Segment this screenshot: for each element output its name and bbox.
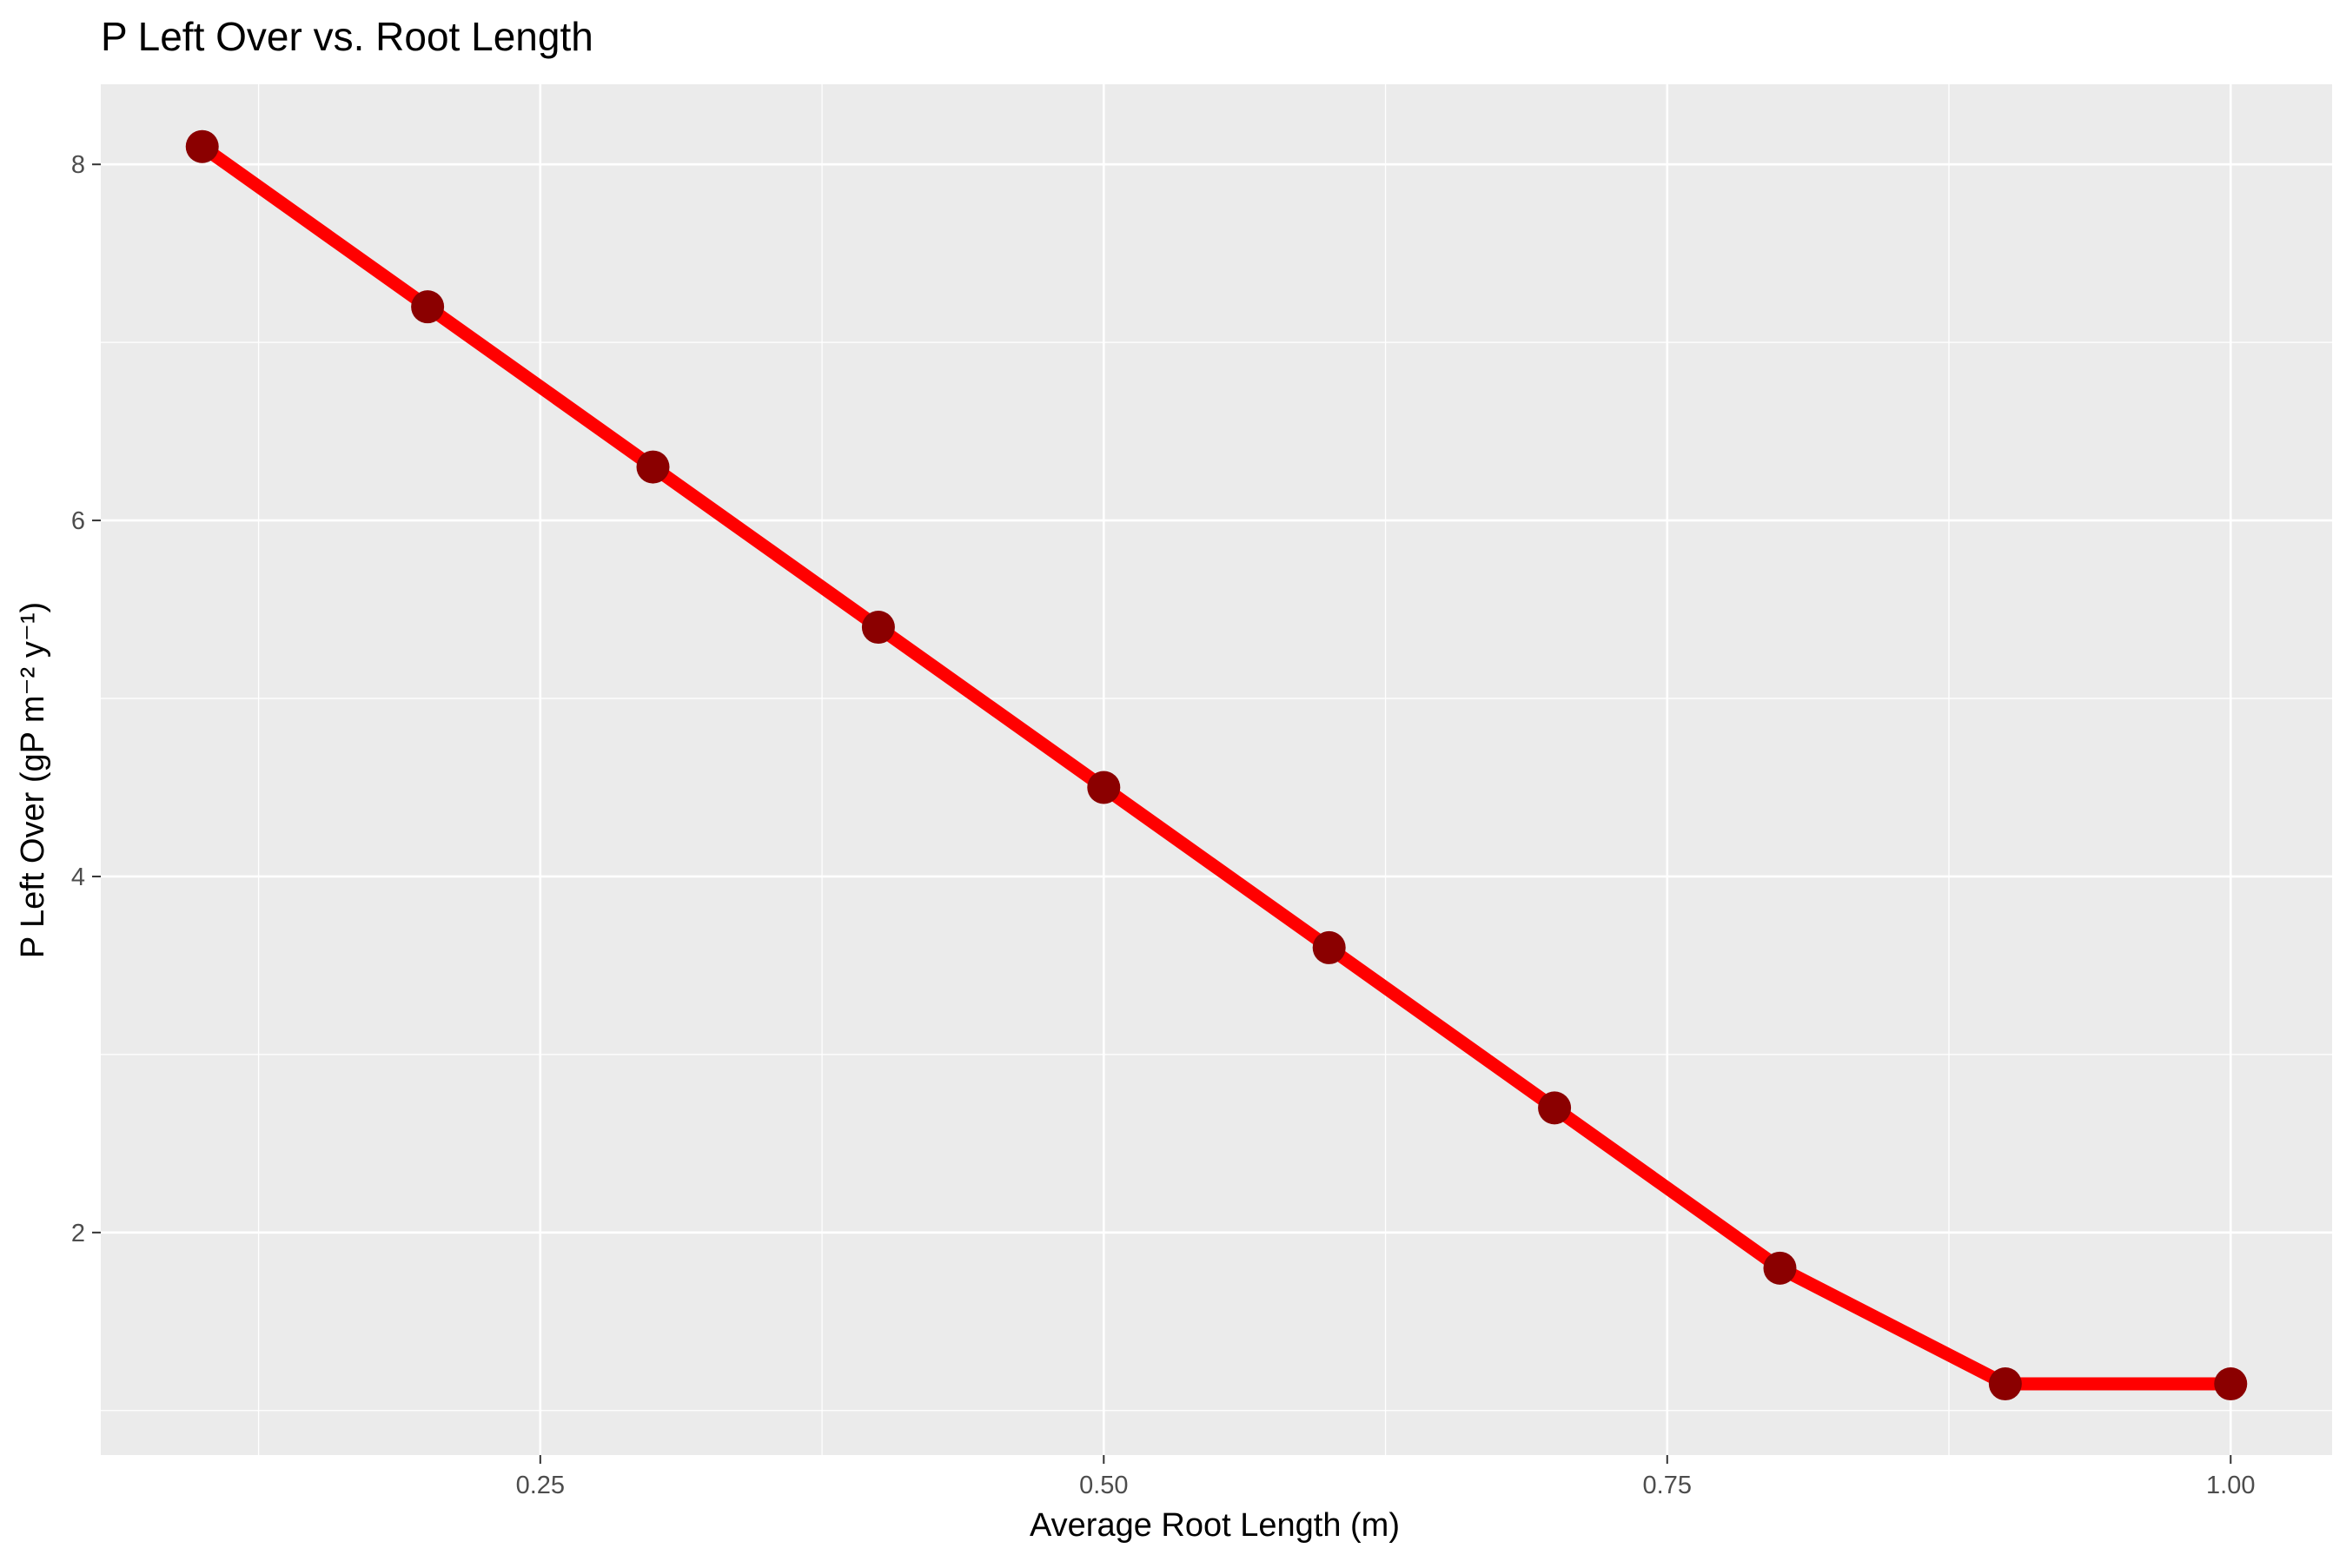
x-tick-label: 1.00 bbox=[2206, 1472, 2255, 1499]
y-tick-label: 8 bbox=[71, 151, 85, 179]
data-point bbox=[1312, 930, 1346, 964]
data-point bbox=[1988, 1367, 2022, 1401]
x-tick-label: 0.75 bbox=[1643, 1472, 1692, 1499]
series-line bbox=[198, 141, 2231, 1391]
y-tick-label: 6 bbox=[71, 507, 85, 535]
series-points bbox=[185, 129, 2248, 1401]
data-point bbox=[636, 450, 670, 484]
major-gridlines bbox=[101, 84, 2332, 1455]
y-axis: 2 4 6 8 bbox=[71, 151, 101, 1247]
y-axis-title: P Left Over (gP m⁻² y⁻¹) bbox=[15, 602, 51, 958]
x-tick-label: 0.50 bbox=[1079, 1472, 1128, 1499]
y-tick-label: 4 bbox=[71, 863, 85, 891]
data-point bbox=[1087, 771, 1121, 804]
data-point bbox=[1538, 1091, 1572, 1125]
x-tick-label: 0.25 bbox=[516, 1472, 565, 1499]
plot-panel bbox=[101, 84, 2332, 1455]
minor-gridlines bbox=[101, 84, 2332, 1455]
x-axis: 0.25 0.50 0.75 1.00 bbox=[516, 1455, 2255, 1499]
x-axis-title: Average Root Length (m) bbox=[1030, 1507, 1400, 1544]
data-point bbox=[185, 129, 219, 163]
y-tick-label: 2 bbox=[71, 1220, 85, 1247]
data-point bbox=[411, 290, 445, 324]
data-point bbox=[2214, 1367, 2248, 1401]
series-lines bbox=[198, 141, 2231, 1391]
chart-title: P Left Over vs. Root Length bbox=[101, 14, 593, 59]
data-point bbox=[1763, 1251, 1797, 1285]
data-point bbox=[861, 611, 895, 645]
